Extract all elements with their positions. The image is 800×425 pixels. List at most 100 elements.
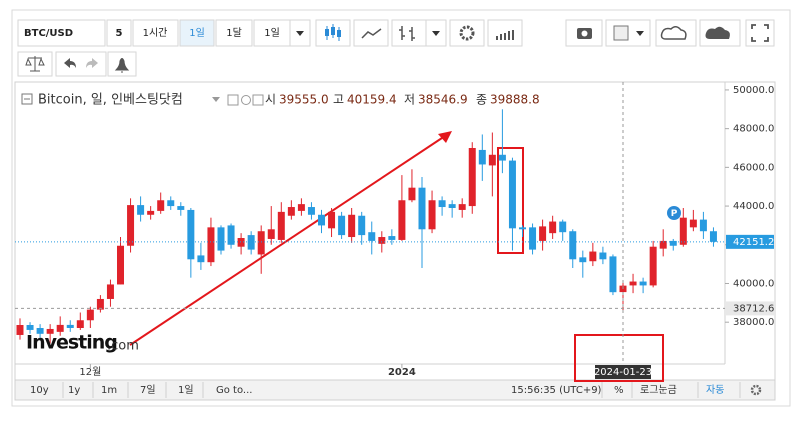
icon [227,94,239,106]
interval: 5 [116,28,123,39]
camera-icon [581,30,588,37]
percent[interactable]: % [614,385,624,396]
candle-body [589,251,597,262]
range[interactable]: 1y [68,385,80,396]
range[interactable]: 10y [30,385,49,396]
color-button[interactable] [605,19,651,47]
crosshair-price-box [726,301,774,316]
toolbar: BTC/USD 5 1시간 1일 1달 1일 [17,19,775,47]
candle-body [539,226,547,241]
crosshair-date: 2024-01-23 [594,367,652,378]
candle-body [368,232,376,241]
series-icons [227,94,264,106]
auto-scale[interactable]: 자동 [706,384,724,396]
annotation-box [497,147,524,254]
candle-body [127,205,135,246]
interval-button[interactable] [132,19,179,47]
bar-icon [399,26,415,41]
candle-body [86,309,94,321]
candle-body [96,298,104,310]
color-icon [613,25,629,41]
goto[interactable]: Go to... [216,385,252,396]
candle-body [699,219,707,232]
fullscreen-button[interactable] [745,19,775,47]
undo-redo[interactable] [55,51,107,77]
undo-icon [64,58,76,68]
y-tick-label: 38000.0 [733,317,774,328]
last-price: 42151.2 [733,237,774,248]
candle-body [639,281,647,286]
fullscreen-icon [751,24,769,42]
candle-body [117,245,124,285]
last-price-box [726,234,774,249]
bottom-bar-items: 10y 1y 1m 7일 1일 Go to... 15:56:35 (UTC+9… [30,382,762,398]
candle-body [207,227,215,263]
plot: 시 39555.0 고 40159.4 저 38546.9 종 39888.8 38000.0 4… [15,82,774,379]
bar-button[interactable] [391,19,427,47]
interval: 1일 [264,27,280,39]
readout-value: 38546.9 [418,93,468,107]
candle-body [227,225,235,245]
candle-body [348,214,356,238]
gear-icon[interactable] [750,384,762,396]
candle-body [478,149,486,165]
candle-body [669,240,677,246]
log-scale[interactable]: 로그눈금 [640,384,677,396]
candle-body [187,209,195,260]
candle-body [689,219,697,228]
range[interactable]: 1일 [178,384,194,396]
range[interactable]: 7일 [140,384,156,396]
interval-button[interactable] [106,19,132,47]
annotation-arrow [129,135,446,346]
candle-body [167,200,175,207]
candle-body [76,320,84,328]
candle-body [247,235,255,250]
event-marker-dot[interactable] [667,206,681,220]
candle-body [287,207,295,216]
readout-label: 고 [333,93,344,107]
y-tick-label: 48000.0 [733,124,774,135]
candle-body [56,324,64,332]
candle-body [519,227,526,230]
x-tick-label: 2024 [388,367,416,378]
interval-button[interactable] [253,19,291,47]
candle-body [599,252,607,260]
candle-body [508,160,516,229]
candle-body [549,221,557,234]
candle-body [16,325,24,335]
interval: 1달 [226,27,242,39]
chart-frame [14,81,776,381]
symbol: BTC/USD [24,28,73,39]
symbol-box[interactable] [17,19,106,47]
candle-body [559,221,567,233]
candle-icon [331,27,335,35]
readout-value: 39888.8 [490,93,540,107]
interval-button-active[interactable] [179,19,215,47]
toolbar-row-2 [17,51,137,77]
range[interactable]: 1m [101,385,117,396]
collapse-icon[interactable] [21,93,33,105]
candle-body [398,200,406,240]
y-tick-label: 46000.0 [733,162,774,173]
candle-body [579,257,587,263]
event-marker-label: P [671,209,678,219]
candle-body [36,328,44,334]
candle-body [529,227,537,250]
settings-button[interactable] [449,19,485,47]
annotation-arrowhead [438,131,452,143]
interval: 1시간 [143,27,168,39]
candle-body [378,237,386,244]
candle-body [137,205,145,215]
candle-body [418,187,426,230]
caret [636,31,644,36]
interval-button[interactable] [215,19,253,47]
candle-body [237,238,245,247]
readout-value: 39555.0 [279,93,329,107]
watermark-main: Investing [26,332,117,354]
watermark-suffix: .com [107,339,139,354]
candle-body [277,211,285,240]
icon [241,95,251,105]
candle-body [649,246,657,286]
readout-label: 종 [476,93,487,107]
candle-body [438,200,446,208]
